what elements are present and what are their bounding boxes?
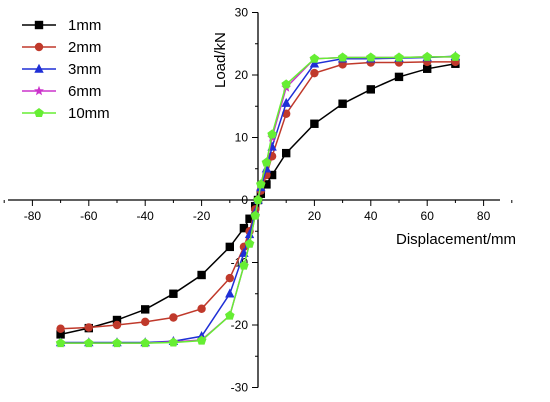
data-point-1mm [56, 330, 65, 339]
data-point-10mm [422, 51, 432, 61]
data-point-1mm [197, 270, 206, 280]
data-point-10mm [225, 310, 235, 320]
legend-entry-1mm: 1mm [22, 17, 101, 34]
data-point-10mm [394, 52, 404, 62]
data-point-10mm [256, 179, 266, 189]
data-point-10mm [281, 79, 291, 89]
data-point-10mm [261, 157, 272, 167]
data-point-2mm [197, 304, 206, 313]
data-point-1mm [394, 72, 404, 82]
x-tick-label: 40 [364, 209, 378, 223]
data-point-3mm [244, 229, 255, 239]
legend-marker [34, 20, 44, 30]
x-tick-label: 20 [308, 209, 322, 223]
data-point-1mm [239, 223, 249, 233]
legend-entry-10mm: 10mm [22, 105, 110, 122]
data-point-1mm [267, 170, 277, 180]
series-10mm [55, 51, 461, 348]
y-axis-label: Load/kN [212, 32, 229, 88]
legend-label: 1mm [68, 17, 101, 34]
x-tick-label: -80 [24, 209, 42, 223]
y-tick-label: 10 [235, 131, 249, 145]
data-point-10mm [84, 338, 94, 348]
data-point-10mm [168, 337, 179, 347]
data-point-2mm [141, 317, 150, 327]
legend-label: 2mm [68, 39, 101, 56]
y-tick-label: 20 [235, 68, 249, 82]
x-tick-label: 60 [421, 209, 435, 223]
y-tick-label: 0 [241, 193, 248, 207]
legend-marker [34, 42, 44, 52]
data-point-10mm [253, 195, 263, 205]
data-point-2mm [225, 273, 234, 283]
data-point-1mm [423, 64, 432, 73]
data-point-2mm [84, 323, 94, 332]
data-point-10mm [239, 260, 249, 270]
data-point-1mm [338, 99, 347, 108]
data-point-10mm [366, 52, 376, 62]
legend-marker [34, 85, 44, 96]
y-tick-label: -20 [231, 318, 249, 332]
y-tick-label: 30 [235, 6, 249, 20]
data-point-10mm [140, 338, 150, 348]
legend-entry-6mm: 6mm [22, 83, 101, 100]
legend-marker [34, 108, 44, 118]
data-point-10mm [55, 338, 66, 348]
data-point-1mm [366, 85, 375, 94]
x-tick-label: -60 [80, 209, 98, 223]
legend-label: 3mm [68, 61, 101, 78]
x-tick-label: 80 [477, 209, 491, 223]
legend-entry-3mm: 3mm [22, 61, 101, 78]
data-point-2mm [112, 320, 122, 330]
legend: 1mm 2mm 3mm 6mm 10mm [22, 17, 110, 122]
data-point-1mm [225, 242, 234, 252]
data-point-2mm [310, 68, 319, 78]
data-point-3mm [309, 58, 320, 68]
data-point-10mm [309, 53, 320, 63]
x-tick-label: -40 [137, 209, 155, 223]
data-point-1mm [169, 289, 178, 298]
legend-label: 10mm [68, 105, 110, 122]
data-point-1mm [310, 119, 319, 128]
data-point-10mm [450, 51, 461, 61]
data-point-2mm [56, 324, 65, 333]
data-point-2mm [169, 313, 178, 322]
legend-label: 6mm [68, 83, 101, 100]
data-point-3mm [225, 288, 235, 298]
data-point-1mm [262, 180, 271, 189]
y-tick-label: -30 [231, 381, 249, 395]
data-point-1mm [282, 148, 291, 158]
series-layer [55, 51, 461, 348]
data-point-10mm [337, 52, 348, 62]
data-point-10mm [250, 210, 260, 220]
data-point-1mm [141, 305, 150, 314]
legend-entry-2mm: 2mm [22, 39, 101, 56]
data-point-3mm [281, 97, 291, 107]
data-point-1mm [245, 214, 254, 223]
data-point-10mm [196, 335, 207, 345]
legend-marker [34, 63, 44, 73]
x-tick-label: -20 [193, 209, 211, 223]
data-point-10mm [244, 238, 255, 248]
data-point-10mm [112, 338, 122, 348]
data-point-10mm [267, 129, 277, 139]
data-point-1mm [112, 315, 122, 325]
x-axis-label: Displacement/mm [396, 231, 516, 248]
